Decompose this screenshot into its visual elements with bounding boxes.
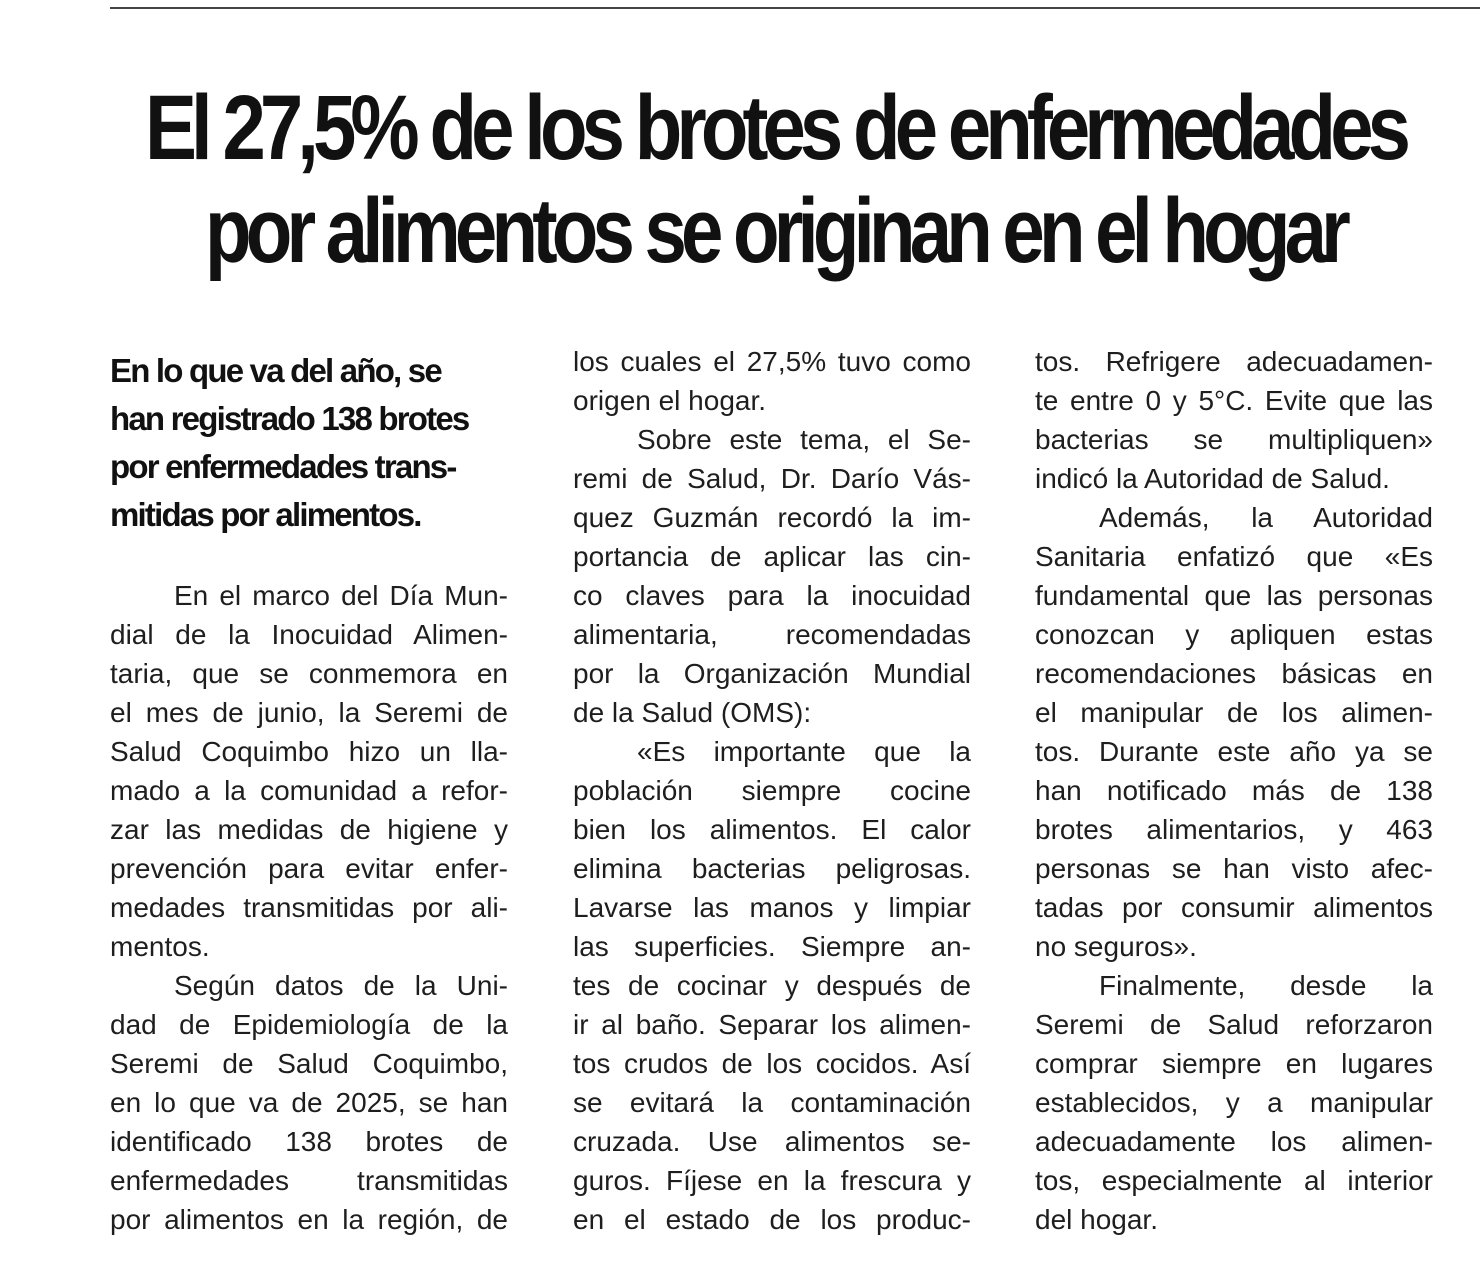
text-line: personas se han visto afec-: [1035, 853, 1433, 884]
lead-line: por enfermedades trans-: [110, 448, 457, 485]
text-line: establecidos, y a manipular: [1035, 1087, 1433, 1118]
lead-line: mitidas por alimentos.: [110, 496, 422, 533]
paragraph: Según datos de la Uni-dad de Epidemiolog…: [110, 966, 508, 1239]
text-line: mentos.: [110, 931, 210, 962]
text-line: tos. Durante este año ya se: [1035, 736, 1433, 767]
headline-text: El 27,5% de los brotes de enfermedades: [145, 77, 1411, 179]
paragraph: tos. Refrigere adecuadamen-te entre 0 y …: [1035, 342, 1433, 498]
text-line: bien los alimentos. El calor: [573, 814, 971, 845]
lead-paragraph: En lo que va del año, se han registrado …: [110, 347, 510, 539]
text-line: mado a la comunidad a refor-: [110, 775, 508, 806]
text-line: Seremi de Salud Coquimbo,: [110, 1048, 508, 1079]
text-line: identificado 138 brotes de: [110, 1126, 508, 1157]
text-line: adecuadamente los alimen-: [1035, 1126, 1433, 1157]
paragraph: Además, la Autoridad Sanitaria enfatizó q…: [1035, 498, 1433, 966]
text-line: Lavarse las manos y limpiar: [573, 892, 971, 923]
lead-line: han registrado 138 brotes: [110, 400, 470, 437]
top-rule: [110, 7, 1480, 9]
text-line: de la Salud (OMS):: [573, 697, 812, 728]
text-line: en el estado de los produc-: [573, 1204, 971, 1235]
text-line: En el marco del Día Mun-: [174, 580, 508, 611]
text-line: Salud Coquimbo hizo un lla-: [110, 736, 508, 767]
text-line: enfermedades transmitidas: [110, 1165, 508, 1196]
text-line: elimina bacterias peligrosas.: [573, 853, 971, 884]
text-line: tos. Refrigere adecuadamen-: [1035, 346, 1433, 377]
text-line: «Es importante que la: [637, 736, 971, 767]
text-line: cruzada. Use alimentos se-: [573, 1126, 971, 1157]
text-line: tos, especialmente al interior: [1035, 1165, 1433, 1196]
paragraph: Finalmente, desde la Seremi de Salud refo…: [1035, 966, 1433, 1239]
article-column-2: los cuales el 27,5% tuvo como origen el h…: [573, 342, 971, 1239]
text-line: ir al baño. Separar los alimen-: [573, 1009, 971, 1040]
text-line: dad de Epidemiología de la: [110, 1009, 508, 1040]
text-line: recomendaciones básicas en: [1035, 658, 1433, 689]
text-line: no seguros».: [1035, 931, 1197, 962]
text-line: origen el hogar.: [573, 385, 767, 416]
text-line: Finalmente, desde la: [1099, 970, 1433, 1001]
text-line: los cuales el 27,5% tuvo como: [573, 346, 971, 377]
article-column-3: tos. Refrigere adecuadamen-te entre 0 y …: [1035, 342, 1433, 1239]
text-line: el manipular de los alimen-: [1035, 697, 1433, 728]
text-line: comprar siempre en lugares: [1035, 1048, 1433, 1079]
text-line: prevención para evitar enfer-: [110, 853, 508, 884]
text-line: taria, que se conmemora en: [110, 658, 508, 689]
text-line: Además, la Autoridad: [1099, 502, 1433, 533]
text-line: bacterias se multipliquen»: [1035, 424, 1433, 455]
lead-line: En lo que va del año, se: [110, 352, 443, 389]
text-line: el mes de junio, la Seremi de: [110, 697, 508, 728]
paragraph: «Es importante que la población siempre c…: [573, 732, 971, 1239]
text-line: se evitará la contaminación: [573, 1087, 971, 1118]
text-line: han notificado más de 138: [1035, 775, 1433, 806]
text-line: tadas por consumir alimentos: [1035, 892, 1433, 923]
text-line: tos crudos de los cocidos. Así: [573, 1048, 971, 1079]
text-line: remi de Salud, Dr. Darío Vás-: [573, 463, 971, 494]
paragraph: Sobre este tema, el Se-remi de Salud, Dr…: [573, 420, 971, 732]
paragraph: los cuales el 27,5% tuvo como origen el h…: [573, 342, 971, 420]
text-line: zar las medidas de higiene y: [110, 814, 508, 845]
text-line: dial de la Inocuidad Alimen-: [110, 619, 508, 650]
text-line: brotes alimentarios, y 463: [1035, 814, 1433, 845]
headline-text: por alimentos se originan en el hogar: [205, 180, 1351, 282]
headline-line-1: El 27,5% de los brotes de enfermedades: [0, 82, 1480, 174]
text-line: conozcan y apliquen estas: [1035, 619, 1433, 650]
text-line: por la Organización Mundial: [573, 658, 971, 689]
text-line: las superficies. Siempre an-: [573, 931, 971, 962]
text-line: Seremi de Salud reforzaron: [1035, 1009, 1433, 1040]
text-line: indicó la Autoridad de Salud.: [1035, 463, 1390, 494]
article-column-1: En el marco del Día Mun-dial de la Inocu…: [110, 576, 508, 1239]
text-line: te entre 0 y 5°C. Evite que las: [1035, 385, 1433, 416]
text-line: tes de cocinar y después de: [573, 970, 971, 1001]
text-line: portancia de aplicar las cin-: [573, 541, 971, 572]
text-line: en lo que va de 2025, se han: [110, 1087, 508, 1118]
text-line: medades transmitidas por ali-: [110, 892, 508, 923]
text-line: población siempre cocine: [573, 775, 971, 806]
text-line: del hogar.: [1035, 1204, 1158, 1235]
text-line: Sobre este tema, el Se-: [637, 424, 971, 455]
text-line: co claves para la inocuidad: [573, 580, 971, 611]
text-line: fundamental que las personas: [1035, 580, 1433, 611]
text-line: alimentaria, recomendadas: [573, 619, 971, 650]
headline-line-2: por alimentos se originan en el hogar: [0, 185, 1480, 277]
text-line: Sanitaria enfatizó que «Es: [1035, 541, 1433, 572]
text-line: por alimentos en la región, de: [110, 1204, 508, 1235]
text-line: quez Guzmán recordó la im-: [573, 502, 971, 533]
text-line: Según datos de la Uni-: [174, 970, 508, 1001]
paragraph: En el marco del Día Mun-dial de la Inocu…: [110, 576, 508, 966]
text-line: guros. Fíjese en la frescura y: [573, 1165, 971, 1196]
